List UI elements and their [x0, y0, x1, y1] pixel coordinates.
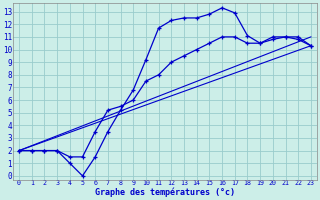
X-axis label: Graphe des températures (°c): Graphe des températures (°c)	[95, 188, 235, 197]
